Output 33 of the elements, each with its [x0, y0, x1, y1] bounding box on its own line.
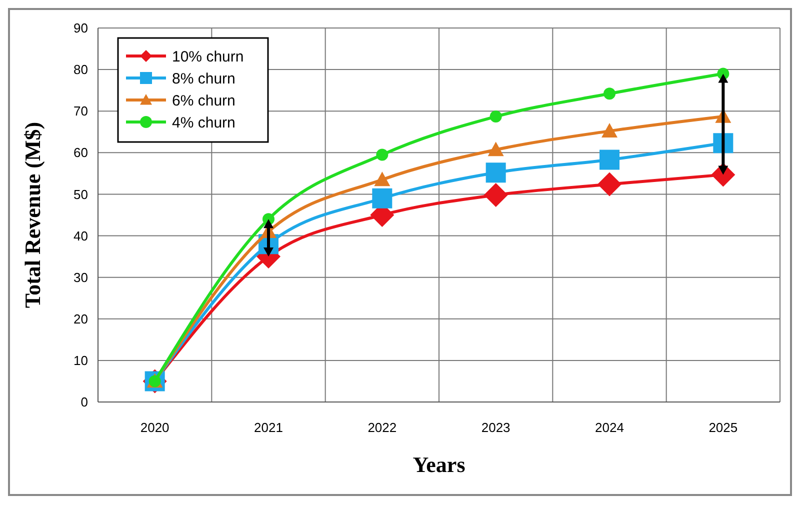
x-axis-title: Years [412, 452, 466, 477]
point [374, 172, 390, 186]
legend-label: 10% churn [172, 48, 244, 66]
y-tick-label: 20 [74, 311, 88, 326]
y-tick-label: 70 [74, 104, 88, 119]
y-axis-title: Total Revenue (M$) [20, 122, 45, 308]
x-tick-label: 2025 [708, 420, 738, 435]
y-tick-label: 40 [74, 228, 88, 244]
x-tick-label: 2020 [140, 420, 170, 435]
x-tick-label: 2023 [481, 420, 510, 435]
legend-label: 8% churn [172, 70, 236, 88]
y-tick-label: 80 [74, 62, 88, 78]
x-tick-label: 2022 [368, 420, 397, 435]
y-tick-label: 60 [74, 145, 88, 160]
y-tick-label: 30 [74, 270, 88, 285]
point [600, 150, 620, 170]
point [372, 188, 392, 208]
legend-label: 6% churn [172, 92, 236, 110]
point [376, 148, 388, 161]
point [598, 172, 622, 196]
point [604, 88, 616, 100]
y-tick-label: 10 [74, 352, 88, 368]
y-tick-label: 90 [74, 20, 88, 36]
x-tick-label: 2024 [595, 420, 624, 435]
point [488, 142, 504, 156]
point [486, 162, 506, 183]
y-tick-label: 50 [74, 186, 88, 202]
point [484, 183, 508, 208]
point [602, 123, 618, 138]
legend-label: 4% churn [172, 114, 236, 132]
y-tick-label: 0 [80, 394, 88, 410]
point [490, 110, 502, 122]
x-tick-label: 2021 [254, 420, 283, 435]
